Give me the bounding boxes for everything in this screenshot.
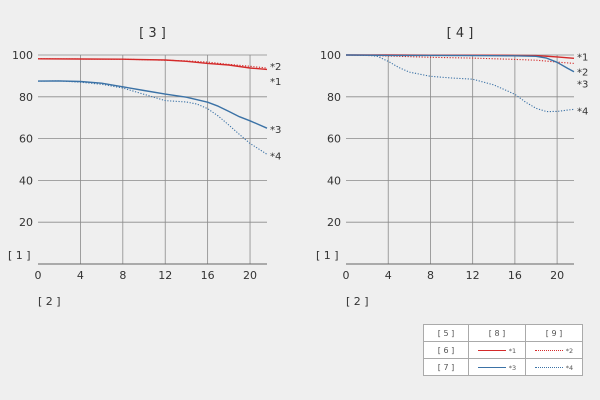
red-dotted-swatch [534, 349, 563, 351]
series-line [37, 58, 268, 71]
y-tick-label: 80 [327, 91, 341, 104]
legend-header-cell: [ 8 ] [468, 324, 526, 342]
blue-solid-swatch [477, 366, 506, 368]
x-tick-label: 16 [201, 269, 215, 282]
legend-entry-label: *2 [565, 346, 574, 355]
series-line [345, 54, 575, 64]
legend-header-row: [ 5 ] [ 8 ] [ 9 ] [423, 324, 583, 342]
legend-entry: *1 [468, 341, 526, 359]
series-end-label: *1 [270, 77, 281, 88]
series-end-label: *3 [577, 79, 588, 90]
legend-entry: *3 [468, 358, 526, 376]
y-tick-label: 40 [327, 174, 341, 187]
legend-entry-label: *1 [508, 346, 517, 355]
legend-row: [ 7 ] *3 *4 [423, 358, 583, 376]
y-tick-label: 20 [19, 216, 33, 229]
x-axis-label: [ 2 ] [38, 295, 61, 308]
x-tick-label: 12 [158, 269, 172, 282]
y-tick-label: 80 [19, 91, 33, 104]
series-line [37, 80, 268, 129]
chart-title: [ 3 ] [139, 26, 166, 41]
x-tick-label: 8 [427, 269, 434, 282]
series-line [37, 58, 268, 69]
x-tick-label: 0 [343, 269, 350, 282]
x-tick-label: 20 [243, 269, 257, 282]
y-axis-label: [ 1 ] [8, 249, 31, 262]
y-tick-label: 100 [320, 49, 341, 62]
y-axis-label: [ 1 ] [316, 249, 339, 262]
y-tick-label: 100 [12, 49, 33, 62]
series-end-label: *1 [577, 52, 588, 63]
series-end-label: *4 [577, 106, 588, 117]
legend-row: [ 6 ] *1 *2 [423, 341, 583, 359]
legend-entry-label: *3 [508, 363, 517, 372]
y-tick-label: 60 [19, 133, 33, 146]
series-line [345, 54, 575, 73]
legend-row-label: [ 7 ] [423, 358, 469, 376]
legend-entry: *4 [525, 358, 583, 376]
x-tick-label: 4 [77, 269, 84, 282]
series-end-label: *2 [577, 67, 588, 78]
y-tick-label: 20 [327, 216, 341, 229]
x-tick-label: 8 [119, 269, 126, 282]
legend-entry: *2 [525, 341, 583, 359]
x-tick-label: 12 [466, 269, 480, 282]
y-tick-label: 60 [327, 133, 341, 146]
legend-header-cell: [ 5 ] [423, 324, 469, 342]
legend-entry-label: *4 [565, 363, 574, 372]
chart-panel: 0 4 8 12 16 20 20 40 60 80 100 [ 3 ] [ 1 ] [ 2 ] *1 *2 *… [8, 26, 281, 308]
y-tick-label: 40 [19, 174, 33, 187]
legend-header-cell: [ 9 ] [525, 324, 583, 342]
chart-title: [ 4 ] [447, 26, 474, 41]
x-axis-label: [ 2 ] [346, 295, 369, 308]
series-line [346, 54, 575, 113]
blue-dotted-swatch [534, 366, 563, 368]
red-solid-swatch [477, 349, 506, 351]
series-end-label: *4 [270, 151, 281, 162]
x-tick-label: 4 [385, 269, 392, 282]
legend-row-label: [ 6 ] [423, 341, 469, 359]
x-tick-label: 20 [550, 269, 564, 282]
series-end-label: *3 [270, 125, 281, 136]
x-tick-label: 16 [508, 269, 522, 282]
x-tick-label: 0 [35, 269, 42, 282]
series-end-label: *2 [270, 62, 281, 73]
legend-table: [ 5 ] [ 8 ] [ 9 ] [ 6 ] *1 *2 [ 7 ] *3 *… [423, 324, 583, 376]
